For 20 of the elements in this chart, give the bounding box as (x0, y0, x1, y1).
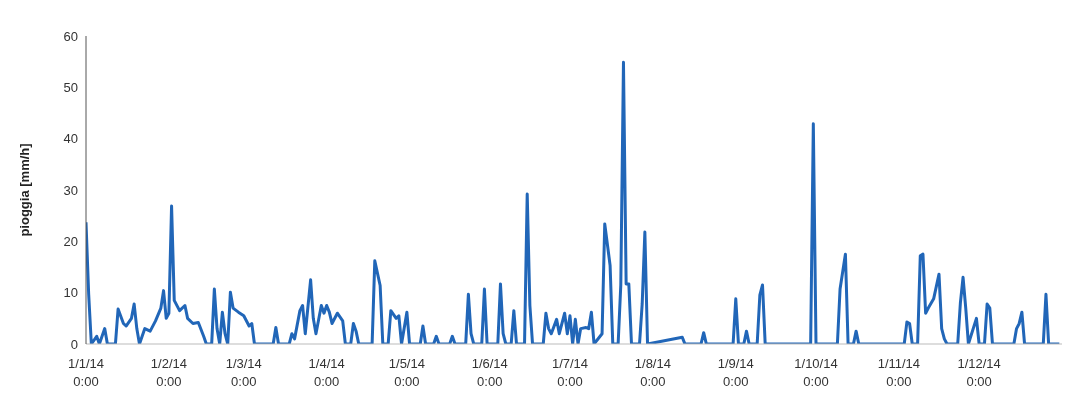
x-tick-label: 1/4/14 0:00 (308, 356, 345, 389)
x-tick-label: 1/6/14 0:00 (471, 356, 508, 389)
x-tick-label: 1/8/14 0:00 (634, 356, 671, 389)
y-tick-label: 20 (63, 233, 78, 249)
x-tick-label: 1/2/14 0:00 (150, 356, 187, 389)
x-tick-label: 1/3/14 0:00 (225, 356, 262, 389)
y-tick-label: 30 (63, 182, 78, 198)
x-tick-label: 1/11/14 0:00 (877, 356, 921, 389)
x-tick-label: 1/12/14 0:00 (957, 356, 1001, 389)
x-tick-label: 1/7/14 0:00 (551, 356, 589, 389)
x-tick-label: 1/5/14 0:00 (388, 356, 425, 389)
y-axis-title: pioggia [mm/h] (16, 143, 32, 237)
x-tick-label: 1/10/14 0:00 (794, 356, 838, 389)
y-tick-label: 60 (63, 28, 78, 44)
x-tick-label: 1/9/14 0:00 (717, 356, 754, 389)
x-tick-label: 1/1/14 0:00 (67, 356, 105, 389)
y-tick-label: 40 (63, 131, 78, 147)
y-tick-label: 50 (63, 79, 78, 95)
y-tick-label: 0 (70, 336, 78, 352)
y-tick-label: 10 (63, 285, 78, 301)
